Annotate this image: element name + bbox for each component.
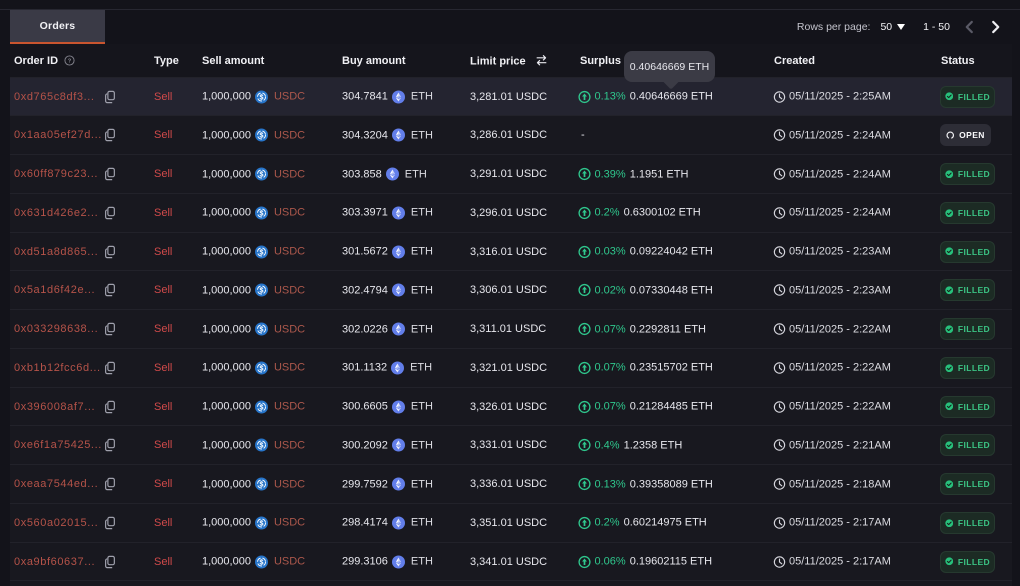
svg-text:$: $ (259, 443, 263, 450)
svg-text:$: $ (259, 365, 263, 372)
svg-text:$: $ (259, 404, 263, 411)
svg-text:$: $ (259, 210, 263, 217)
svg-text:?: ? (68, 58, 72, 64)
svg-text:$: $ (259, 133, 263, 140)
svg-text:$: $ (259, 520, 263, 527)
svg-text:$: $ (259, 94, 263, 101)
svg-text:$: $ (259, 288, 263, 295)
svg-text:$: $ (259, 327, 263, 334)
svg-text:$: $ (259, 482, 263, 489)
svg-text:$: $ (259, 559, 263, 566)
svg-text:$: $ (259, 172, 263, 179)
svg-text:$: $ (259, 249, 263, 256)
